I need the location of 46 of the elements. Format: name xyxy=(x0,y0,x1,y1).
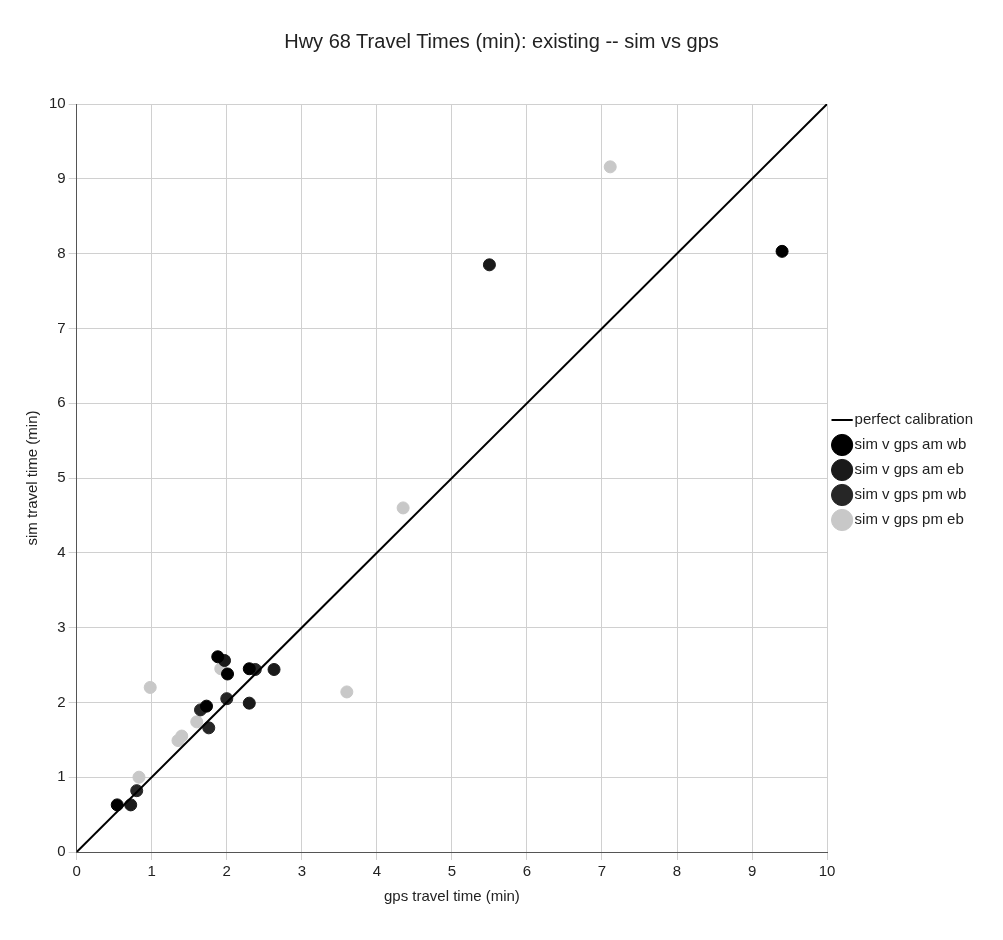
point xyxy=(132,770,146,784)
y-tick-label: 1 xyxy=(57,767,66,785)
y-tick-label: 3 xyxy=(57,617,66,635)
y-tick-label: 10 xyxy=(49,94,66,112)
point xyxy=(202,721,216,735)
x-tick-label: 10 xyxy=(818,862,836,880)
y-axis-title: sim travel time (min) xyxy=(23,410,41,546)
point xyxy=(175,729,189,743)
y-tick-label: 4 xyxy=(57,542,66,560)
x-tick-label: 2 xyxy=(222,862,231,880)
point xyxy=(775,244,789,258)
y-tick-label: 2 xyxy=(57,692,66,710)
point xyxy=(340,685,354,699)
point xyxy=(200,699,214,713)
x-tick-label: 3 xyxy=(297,862,306,880)
point xyxy=(267,662,281,676)
x-tick-label: 6 xyxy=(522,862,532,880)
legend-label: sim v gps pm eb xyxy=(854,510,964,528)
x-tick-label: 0 xyxy=(72,862,81,880)
legend-label: sim v gps am eb xyxy=(854,460,964,478)
point xyxy=(242,696,256,710)
x-axis-title: gps travel time (min) xyxy=(383,887,520,905)
y-tick-label: 9 xyxy=(57,168,66,186)
x-tick-label: 9 xyxy=(747,862,757,880)
point xyxy=(242,662,256,676)
y-tick-label: 0 xyxy=(57,842,66,860)
legend-label: perfect calibration xyxy=(854,410,974,428)
x-tick-label: 7 xyxy=(597,862,607,880)
legend-label: sim v gps pm wb xyxy=(854,485,967,503)
point xyxy=(221,667,235,681)
legend-label: sim v gps am wb xyxy=(854,435,967,453)
point xyxy=(482,258,496,272)
x-tick-label: 1 xyxy=(147,862,156,880)
x-tick-label: 4 xyxy=(372,862,382,880)
point xyxy=(211,650,225,664)
y-tick-label: 5 xyxy=(57,468,66,486)
y-tick-label: 6 xyxy=(57,393,66,411)
y-tick-label: 7 xyxy=(57,318,66,336)
point xyxy=(143,680,157,694)
point xyxy=(603,160,617,174)
x-tick-label: 5 xyxy=(447,862,457,880)
point xyxy=(190,715,204,729)
chart-title: Hwy 68 Travel Times (min): existing -- sim vs gps xyxy=(284,29,719,52)
y-tick-label: 8 xyxy=(57,243,66,261)
x-tick-label: 8 xyxy=(672,862,682,880)
point xyxy=(396,501,410,515)
